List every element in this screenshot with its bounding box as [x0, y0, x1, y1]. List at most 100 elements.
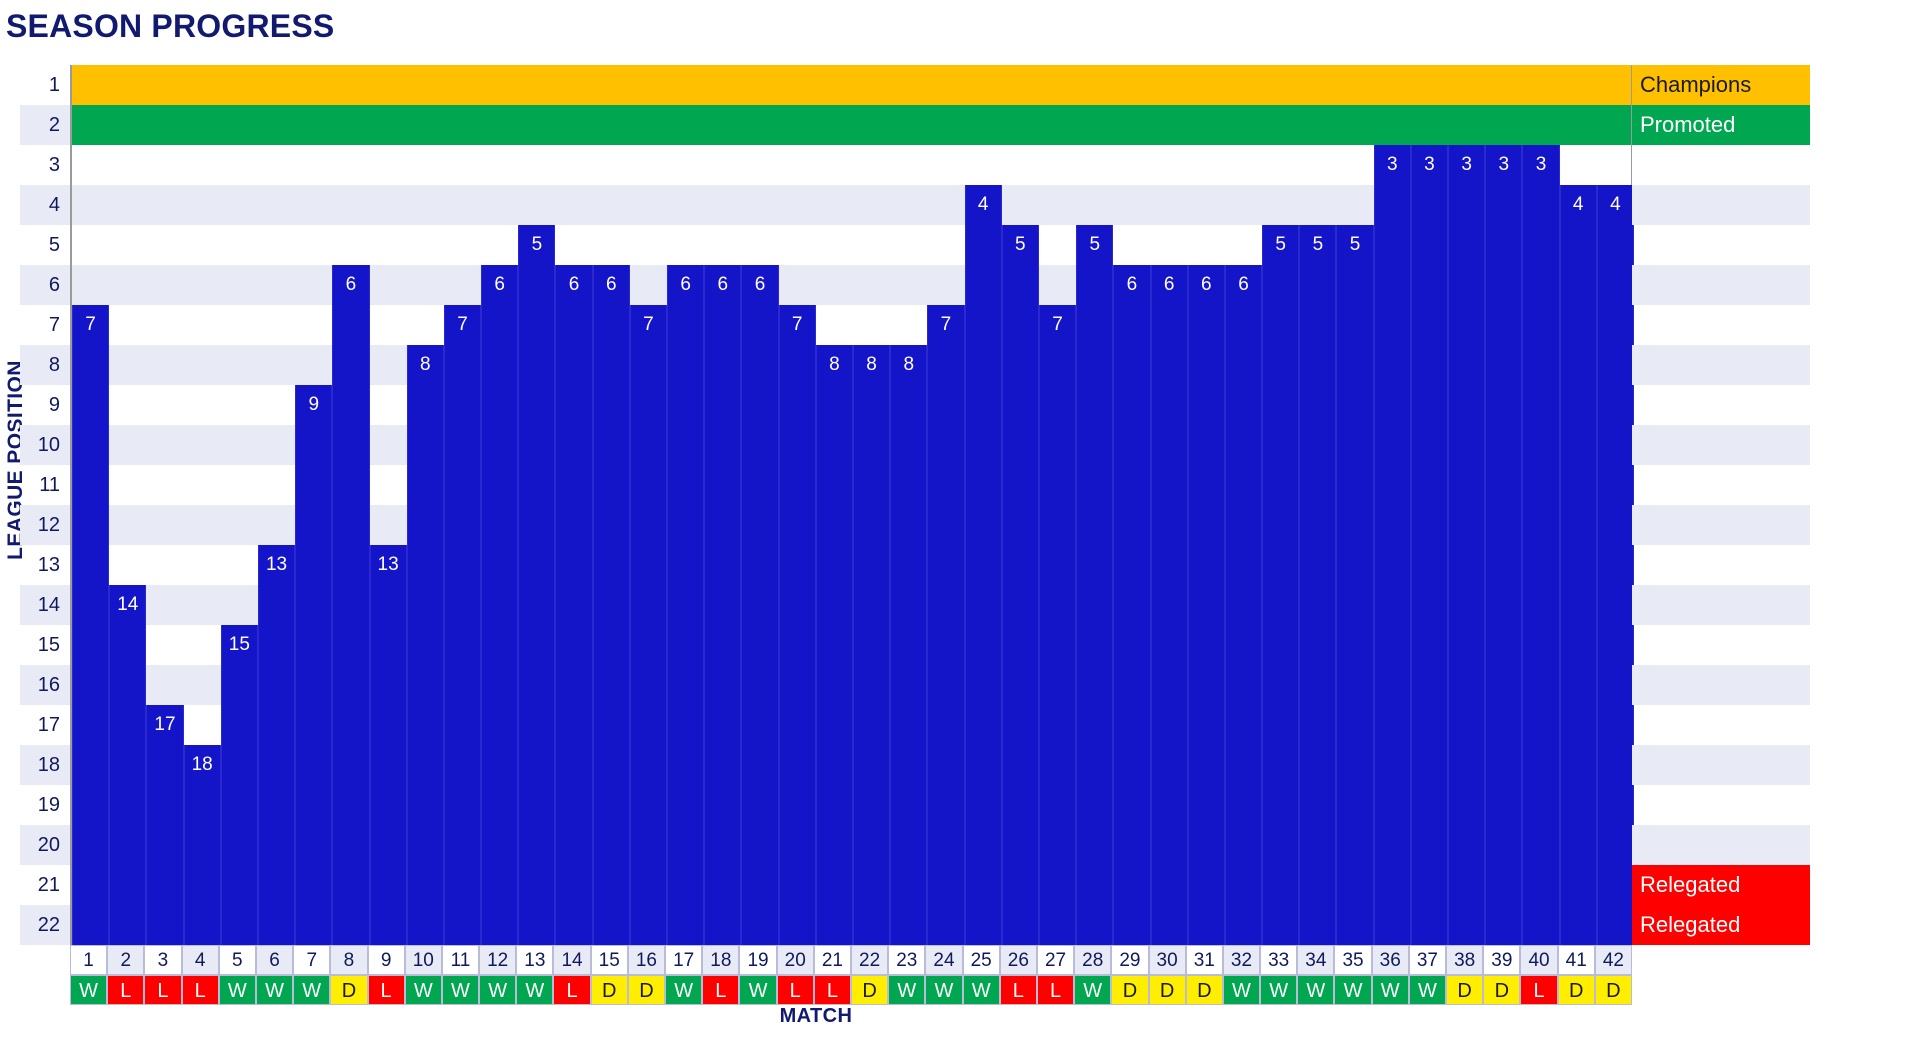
bar-value-label: 5	[1312, 234, 1324, 255]
bar[interactable]: 7	[443, 305, 482, 945]
match-result-cell[interactable]: D	[330, 975, 368, 1005]
match-result-cell[interactable]: W	[293, 975, 331, 1005]
bar[interactable]: 7	[1038, 305, 1077, 945]
bar[interactable]: 6	[667, 265, 705, 945]
match-result-cell[interactable]: W	[1260, 975, 1298, 1005]
match-result-cell[interactable]: L	[367, 975, 405, 1005]
bar[interactable]: 3	[1448, 145, 1486, 945]
match-number-cell: 9	[367, 945, 405, 975]
bar[interactable]: 7	[778, 305, 816, 945]
match-result-cell[interactable]: D	[627, 975, 666, 1005]
bar[interactable]: 4	[1596, 185, 1634, 945]
bar[interactable]: 8	[815, 345, 853, 945]
match-result-cell[interactable]: L	[813, 975, 851, 1005]
match-number-cell: 5	[218, 945, 256, 975]
match-result-cell[interactable]: L	[1036, 975, 1075, 1005]
match-number-cell: 30	[1148, 945, 1186, 975]
bar[interactable]: 7	[629, 305, 668, 945]
bar-value-label: 8	[903, 354, 915, 375]
bar[interactable]: 6	[481, 265, 519, 945]
match-result-cell[interactable]: W	[1297, 975, 1335, 1005]
bar[interactable]: 5	[1076, 225, 1114, 945]
bar[interactable]: 3	[1485, 145, 1523, 945]
match-result-cell[interactable]: W	[1408, 975, 1447, 1005]
match-result-cell[interactable]: W	[739, 975, 777, 1005]
match-result-cell[interactable]: W	[70, 975, 108, 1005]
bar[interactable]: 18	[183, 745, 221, 945]
bar[interactable]: 9	[295, 385, 333, 945]
bar[interactable]: 3	[1522, 145, 1560, 945]
match-result-cell[interactable]: D	[1111, 975, 1149, 1005]
y-axis-tick: 6	[48, 274, 60, 296]
match-result-cell[interactable]: L	[999, 975, 1037, 1005]
bar[interactable]: 5	[1336, 225, 1374, 945]
match-result-cell[interactable]: D	[1483, 975, 1521, 1005]
bar[interactable]: 6	[741, 265, 779, 945]
match-result-cell[interactable]: L	[776, 975, 814, 1005]
match-result-cell[interactable]: L	[702, 975, 740, 1005]
bar[interactable]: 5	[518, 225, 556, 945]
bar[interactable]: 6	[332, 265, 370, 945]
match-result-cell[interactable]: D	[590, 975, 628, 1005]
match-result-cell[interactable]: W	[1334, 975, 1372, 1005]
match-result-cell[interactable]: D	[851, 975, 889, 1005]
match-result-cell[interactable]: W	[441, 975, 480, 1005]
match-result-cell[interactable]: D	[1185, 975, 1223, 1005]
match-result-cell[interactable]: W	[665, 975, 703, 1005]
bar-value-label: 3	[1386, 154, 1398, 175]
match-result-cell[interactable]: L	[144, 975, 182, 1005]
bar[interactable]: 3	[1373, 145, 1411, 945]
y-axis-tick: 15	[37, 634, 60, 656]
bar-series: 7 14 17 18 15 13 9 6 13 8 7 6 5 6 6 7 6 6 6 7 8 8 8 7 4 5 7 5 6 6 6 6 5 5…	[72, 65, 1634, 945]
bar-value-label: 7	[457, 314, 468, 335]
match-result-cell[interactable]: W	[479, 975, 517, 1005]
bar[interactable]: 6	[555, 265, 593, 945]
bar[interactable]: 6	[592, 265, 630, 945]
match-result-cell[interactable]: W	[404, 975, 442, 1005]
bar[interactable]: 6	[1150, 265, 1188, 945]
match-result-cell[interactable]: L	[107, 975, 145, 1005]
bar[interactable]: 6	[704, 265, 742, 945]
match-result-cell[interactable]: L	[181, 975, 219, 1005]
match-result-cell[interactable]: W	[1222, 975, 1261, 1005]
match-result-cell[interactable]: D	[1557, 975, 1595, 1005]
match-result-cell[interactable]: W	[1074, 975, 1112, 1005]
bar-value-label: 7	[1052, 314, 1063, 335]
bar[interactable]: 4	[964, 185, 1002, 945]
bar[interactable]: 3	[1410, 145, 1449, 945]
match-result-cell[interactable]: L	[1520, 975, 1558, 1005]
bar[interactable]: 8	[406, 345, 444, 945]
match-result-cell[interactable]: D	[1148, 975, 1186, 1005]
match-result-cell[interactable]: W	[218, 975, 256, 1005]
bar[interactable]: 13	[257, 545, 296, 945]
match-result-cell[interactable]: D	[1446, 975, 1484, 1005]
bar[interactable]: 7	[72, 305, 110, 945]
bar[interactable]: 5	[1262, 225, 1300, 945]
bar[interactable]: 8	[853, 345, 891, 945]
bar[interactable]: 5	[1001, 225, 1039, 945]
bar[interactable]: 13	[369, 545, 407, 945]
match-result-cell[interactable]: D	[1594, 975, 1632, 1005]
y-axis-tick: 10	[37, 434, 60, 456]
match-result-cell[interactable]: W	[516, 975, 554, 1005]
match-result-cell[interactable]: W	[1371, 975, 1409, 1005]
bar[interactable]: 6	[1113, 265, 1151, 945]
bar-value-label: 7	[791, 314, 803, 335]
bar[interactable]: 7	[927, 305, 965, 945]
bar[interactable]: 17	[146, 705, 184, 945]
match-result-cell[interactable]: W	[255, 975, 294, 1005]
bar[interactable]: 5	[1299, 225, 1337, 945]
match-result-cell[interactable]: W	[925, 975, 963, 1005]
y-axis-tick: 4	[48, 194, 60, 216]
bar[interactable]: 4	[1559, 185, 1597, 945]
bar[interactable]: 6	[1224, 265, 1263, 945]
bar[interactable]: 14	[109, 585, 147, 945]
y-axis-tick: 5	[48, 234, 60, 256]
match-result-cell[interactable]: W	[962, 975, 1000, 1005]
bar[interactable]: 15	[220, 625, 258, 945]
bar[interactable]: 6	[1187, 265, 1225, 945]
y-tick-band	[20, 505, 70, 545]
bar[interactable]: 8	[890, 345, 928, 945]
match-result-cell[interactable]: W	[888, 975, 926, 1005]
match-result-cell[interactable]: L	[553, 975, 591, 1005]
